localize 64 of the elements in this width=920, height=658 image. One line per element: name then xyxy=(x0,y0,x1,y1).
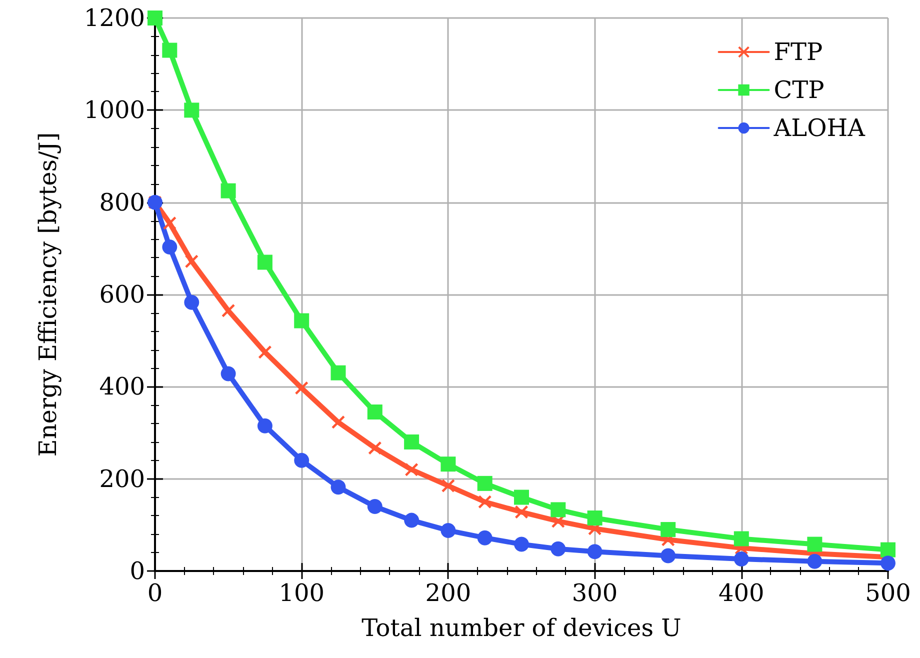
point xyxy=(220,183,236,198)
point xyxy=(807,554,822,569)
point xyxy=(477,530,492,546)
point xyxy=(442,479,455,492)
point xyxy=(587,544,602,560)
point xyxy=(734,531,749,546)
point xyxy=(184,102,200,118)
point xyxy=(405,463,418,476)
point xyxy=(184,294,200,310)
point xyxy=(550,502,566,518)
point xyxy=(807,536,822,552)
point xyxy=(660,548,676,564)
y-tick-label: 0 xyxy=(130,557,145,585)
point xyxy=(332,416,345,429)
legend-label: CTP xyxy=(774,76,824,104)
point xyxy=(148,10,162,26)
point xyxy=(257,254,272,270)
point xyxy=(185,254,198,268)
x-tick-label: 100 xyxy=(278,579,325,607)
y-tick-label: 1200 xyxy=(84,4,145,32)
y-tick-label: 400 xyxy=(99,372,145,401)
point xyxy=(294,313,310,328)
x-tick-label: 300 xyxy=(572,579,618,607)
point xyxy=(880,556,896,571)
point xyxy=(162,42,178,58)
point xyxy=(222,304,235,318)
point xyxy=(477,476,492,491)
point xyxy=(550,541,566,556)
point xyxy=(258,346,272,359)
y-tick-label: 1000 xyxy=(84,96,145,124)
point xyxy=(734,552,749,567)
x-tick-label: 500 xyxy=(865,579,911,607)
point xyxy=(514,490,529,505)
point xyxy=(478,495,492,508)
point xyxy=(880,542,896,558)
point xyxy=(295,382,308,395)
point xyxy=(257,418,272,434)
point xyxy=(440,456,456,472)
y-tick-label: 200 xyxy=(99,464,145,493)
point xyxy=(368,441,382,454)
point xyxy=(404,434,420,450)
point xyxy=(587,510,602,526)
point xyxy=(514,536,529,552)
point xyxy=(515,506,528,519)
point xyxy=(220,366,236,382)
x-tick-label: 400 xyxy=(718,579,764,607)
x-tick-label: 0 xyxy=(147,579,163,607)
y-tick-label: 800 xyxy=(99,188,145,216)
point xyxy=(330,480,346,495)
point xyxy=(367,498,382,514)
legend-label: ALOHA xyxy=(772,114,866,142)
point xyxy=(404,512,420,528)
point xyxy=(367,404,382,420)
point xyxy=(294,452,310,468)
point xyxy=(440,522,456,538)
point xyxy=(163,216,176,230)
x-axis-title: Total number of devices U xyxy=(362,614,682,642)
point xyxy=(162,240,178,255)
point xyxy=(660,522,676,538)
y-axis-title: Energy Efficiency [bytes/J] xyxy=(34,132,62,457)
legend-label: FTP xyxy=(774,38,823,66)
point xyxy=(330,365,346,380)
y-tick-label: 600 xyxy=(99,280,145,308)
x-tick-label: 200 xyxy=(425,579,472,607)
